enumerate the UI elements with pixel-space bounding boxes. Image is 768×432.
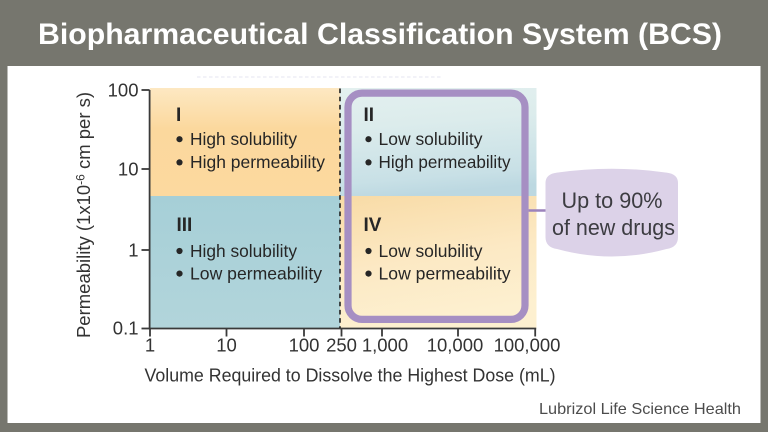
svg-text:I: I (176, 105, 181, 126)
svg-text:10: 10 (216, 335, 237, 356)
svg-text:100: 100 (108, 80, 139, 101)
svg-text:250: 250 (326, 335, 357, 356)
svg-text:10,000: 10,000 (427, 335, 484, 356)
svg-text:10: 10 (118, 159, 139, 180)
svg-text:III: III (177, 215, 193, 236)
svg-text:100: 100 (289, 335, 320, 356)
svg-text:Up to 90%: Up to 90% (562, 188, 663, 213)
svg-text:Low permeability: Low permeability (379, 264, 511, 284)
svg-text:0.1: 0.1 (113, 318, 139, 339)
svg-text:High permeability: High permeability (190, 152, 325, 172)
svg-text:Low solubility: Low solubility (379, 241, 483, 261)
svg-text:High solubility: High solubility (190, 129, 297, 149)
svg-text:Low solubility: Low solubility (379, 129, 483, 149)
svg-text:Low permeability: Low permeability (190, 264, 322, 284)
svg-text:IV: IV (364, 215, 382, 236)
svg-text:High solubility: High solubility (190, 241, 297, 261)
svg-text:of new drugs: of new drugs (552, 215, 675, 240)
svg-text:1: 1 (128, 240, 138, 261)
svg-text:100,000: 100,000 (494, 335, 561, 356)
svg-text:1: 1 (145, 335, 155, 356)
svg-text:Lubrizol Life Science Health: Lubrizol Life Science Health (539, 401, 741, 418)
svg-text:1,000: 1,000 (362, 335, 408, 356)
svg-text:Volume Required to Dissolve th: Volume Required to Dissolve the Highest … (145, 365, 556, 386)
svg-text:High permeability: High permeability (379, 152, 511, 172)
svg-text:Permeability (1x10-6 cm per s): Permeability (1x10-6 cm per s) (73, 92, 94, 338)
svg-text:II: II (364, 105, 375, 126)
svg-text:Biopharmaceutical Classificati: Biopharmaceutical Classification System … (38, 18, 722, 51)
